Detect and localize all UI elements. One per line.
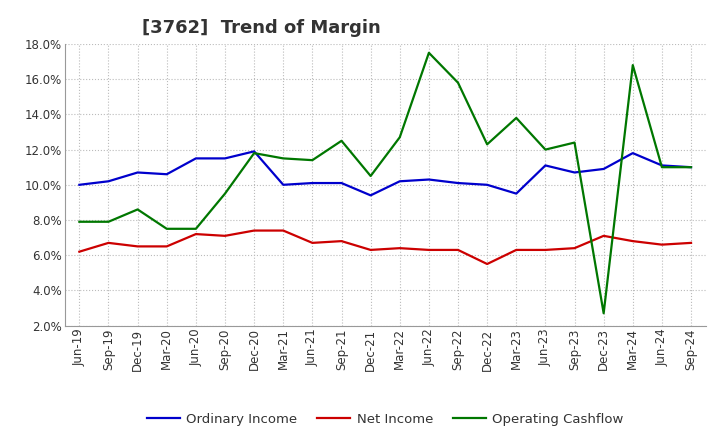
Ordinary Income — [133, 170, 142, 175]
Net Income — [133, 244, 142, 249]
Net Income — [337, 238, 346, 244]
Net Income — [570, 246, 579, 251]
Net Income — [657, 242, 666, 247]
Ordinary Income — [657, 163, 666, 168]
Net Income — [454, 247, 462, 253]
Legend: Ordinary Income, Net Income, Operating Cashflow: Ordinary Income, Net Income, Operating C… — [147, 413, 624, 426]
Net Income — [104, 240, 113, 246]
Line: Operating Cashflow: Operating Cashflow — [79, 53, 691, 313]
Operating Cashflow — [599, 311, 608, 316]
Net Income — [366, 247, 375, 253]
Operating Cashflow — [133, 207, 142, 212]
Operating Cashflow — [512, 115, 521, 121]
Operating Cashflow — [366, 173, 375, 179]
Ordinary Income — [454, 180, 462, 186]
Net Income — [192, 231, 200, 237]
Ordinary Income — [541, 163, 550, 168]
Net Income — [425, 247, 433, 253]
Ordinary Income — [599, 166, 608, 172]
Ordinary Income — [395, 179, 404, 184]
Ordinary Income — [570, 170, 579, 175]
Net Income — [687, 240, 696, 246]
Operating Cashflow — [687, 165, 696, 170]
Operating Cashflow — [425, 50, 433, 55]
Line: Net Income: Net Income — [79, 231, 691, 264]
Ordinary Income — [483, 182, 492, 187]
Ordinary Income — [308, 180, 317, 186]
Operating Cashflow — [570, 140, 579, 145]
Operating Cashflow — [657, 165, 666, 170]
Net Income — [599, 233, 608, 238]
Net Income — [250, 228, 258, 233]
Net Income — [220, 233, 229, 238]
Operating Cashflow — [75, 219, 84, 224]
Operating Cashflow — [629, 62, 637, 68]
Text: [3762]  Trend of Margin: [3762] Trend of Margin — [142, 19, 380, 37]
Line: Ordinary Income: Ordinary Income — [79, 151, 691, 195]
Operating Cashflow — [308, 158, 317, 163]
Operating Cashflow — [104, 219, 113, 224]
Ordinary Income — [75, 182, 84, 187]
Operating Cashflow — [250, 150, 258, 156]
Operating Cashflow — [483, 142, 492, 147]
Operating Cashflow — [279, 156, 287, 161]
Ordinary Income — [687, 165, 696, 170]
Operating Cashflow — [163, 226, 171, 231]
Ordinary Income — [512, 191, 521, 196]
Operating Cashflow — [337, 138, 346, 143]
Net Income — [75, 249, 84, 254]
Net Income — [279, 228, 287, 233]
Net Income — [163, 244, 171, 249]
Net Income — [629, 238, 637, 244]
Operating Cashflow — [192, 226, 200, 231]
Operating Cashflow — [454, 80, 462, 85]
Operating Cashflow — [220, 191, 229, 196]
Net Income — [395, 246, 404, 251]
Ordinary Income — [366, 193, 375, 198]
Net Income — [541, 247, 550, 253]
Operating Cashflow — [541, 147, 550, 152]
Ordinary Income — [220, 156, 229, 161]
Operating Cashflow — [395, 135, 404, 140]
Ordinary Income — [425, 177, 433, 182]
Net Income — [512, 247, 521, 253]
Ordinary Income — [337, 180, 346, 186]
Ordinary Income — [250, 149, 258, 154]
Ordinary Income — [629, 150, 637, 156]
Net Income — [483, 261, 492, 267]
Ordinary Income — [279, 182, 287, 187]
Ordinary Income — [192, 156, 200, 161]
Ordinary Income — [163, 172, 171, 177]
Net Income — [308, 240, 317, 246]
Ordinary Income — [104, 179, 113, 184]
